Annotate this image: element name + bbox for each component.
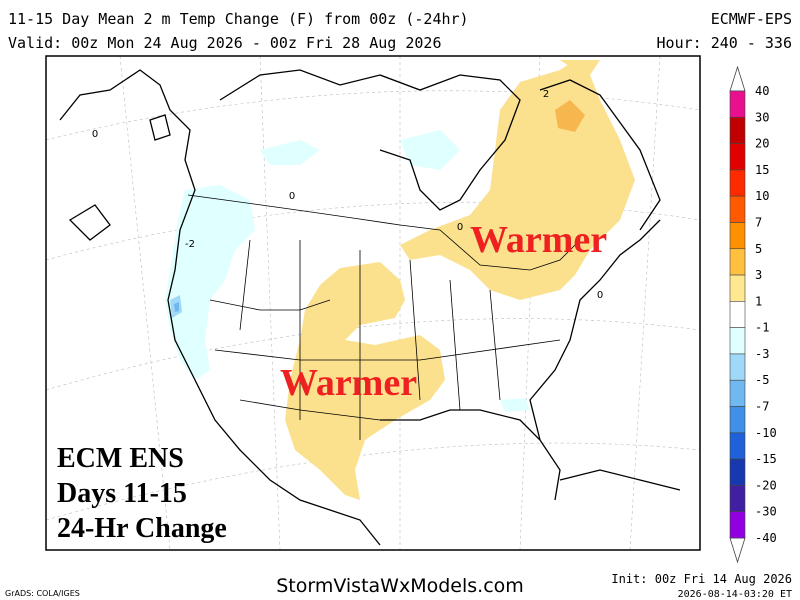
colorbar-label: 3 [755, 268, 762, 282]
colorbar-cap [729, 537, 746, 564]
colorbar-label: 1 [755, 294, 762, 308]
contour-labels: 0 2 -2 0 0 0 [92, 89, 603, 301]
colorbar-label: -15 [755, 452, 777, 466]
colorbar-label: 15 [755, 163, 769, 177]
colorbar-label: 10 [755, 189, 769, 203]
borders [187, 194, 581, 440]
colorbar-box [729, 116, 746, 144]
colorbar-label: 7 [755, 215, 762, 229]
colorbar-label: 30 [755, 110, 769, 124]
colorbar-box [729, 511, 746, 539]
map-frame [45, 55, 701, 551]
contour-label: 0 [457, 222, 463, 233]
contour-label: 2 [543, 89, 549, 100]
colorbar-label: -30 [755, 505, 777, 519]
colorbar-label: -40 [755, 531, 777, 545]
label-line: ECM ENS [57, 443, 184, 474]
colorbar-box [729, 143, 746, 171]
map: 0 2 -2 0 0 0 Warmer Warmer ECM ENS Days 11-15… [45, 55, 701, 551]
model: ECMWF-EPS [711, 10, 792, 28]
init: Init: 00z Fri 14 Aug 2026 [611, 572, 792, 586]
colorbar-label: -3 [755, 347, 769, 361]
contour-label: -2 [185, 239, 195, 250]
coastlines [59, 69, 681, 546]
colorbar-label: -20 [755, 478, 777, 492]
colorbar-box [729, 379, 746, 407]
colorbar-label: -10 [755, 426, 777, 440]
colorbar: 40 30 20 15 10 7 5 3 1 -1 -3 -5 -7 -10 -15 -20 -30 -40 [729, 65, 777, 564]
colorbar-box [729, 90, 746, 118]
colorbar-cap [729, 65, 746, 92]
timestamp: 2026-08-14-03:20 ET [678, 589, 792, 600]
contour-label: 0 [597, 290, 603, 301]
warm-areas [285, 60, 635, 500]
colorbar-box [729, 195, 746, 223]
colorbar-label: -1 [755, 321, 769, 335]
colorbar-label: -7 [755, 400, 769, 414]
label-line: Days 11-15 [57, 478, 187, 509]
contour-label: 0 [289, 191, 295, 202]
hour: Hour: 240 - 336 [657, 34, 792, 52]
colorbar-box [729, 485, 746, 513]
contour-label: 0 [92, 129, 98, 140]
colorbar-box [729, 458, 746, 486]
colorbar-box [729, 169, 746, 197]
colorbar-box [729, 248, 746, 276]
colorbar-label: 5 [755, 242, 762, 256]
title: 11-15 Day Mean 2 m Temp Change (F) from … [8, 10, 469, 28]
colorbar-box [729, 274, 746, 302]
colorbar-box [729, 222, 746, 250]
cool-areas [165, 130, 530, 412]
credit: GrADS: COLA/IGES [5, 589, 80, 598]
annotation: Warmer [470, 219, 607, 261]
valid: Valid: 00z Mon 24 Aug 2026 - 00z Fri 28 … [8, 34, 441, 52]
colorbar-box [729, 327, 746, 355]
label-line: 24-Hr Change [57, 513, 227, 544]
annotation: Warmer [280, 362, 417, 404]
colorbar-box [729, 353, 746, 381]
site: StormVistaWxModels.com [276, 575, 524, 597]
colorbar-box [729, 406, 746, 434]
colorbar-box [729, 301, 746, 328]
colorbar-box [729, 432, 746, 460]
colorbar-label: -5 [755, 373, 769, 387]
colorbar-label: 20 [755, 137, 769, 151]
colorbar-label: 40 [755, 84, 769, 98]
